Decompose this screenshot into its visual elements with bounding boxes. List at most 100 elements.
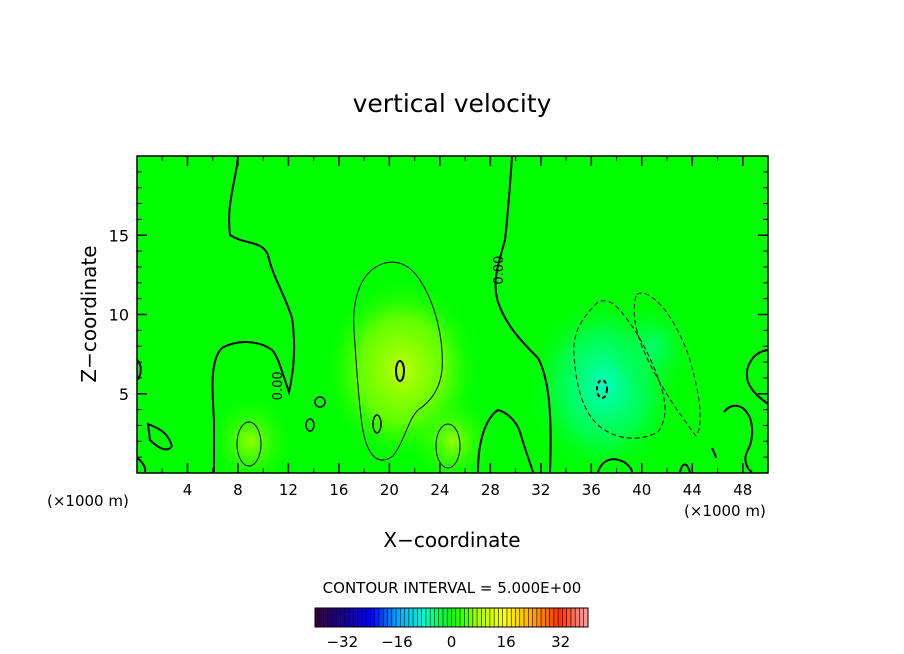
x-tick-label: 8 (233, 481, 243, 499)
colorbar-swatch (374, 608, 380, 627)
colorbar (314, 607, 589, 628)
colorbar-swatch (494, 608, 499, 627)
colorbar-swatch (506, 608, 512, 627)
colorbar-swatch (353, 608, 359, 627)
colorbar-swatch (468, 608, 474, 627)
x-tick-label: 20 (380, 481, 399, 499)
x-tick-label: 28 (481, 481, 500, 499)
colorbar-swatch (332, 608, 337, 627)
y-axis: 5 10 15 (109, 171, 768, 458)
colorbar-swatch (511, 608, 516, 627)
colorbar-swatch (502, 608, 508, 627)
x-tick-label: 16 (329, 481, 348, 499)
colorbar-swatch (519, 608, 525, 627)
x-unit-left: (×1000 m) (47, 492, 129, 510)
x-tick-label: 48 (733, 481, 752, 499)
colorbar-swatch (447, 608, 452, 627)
colorbar-swatch (417, 608, 423, 627)
contour-label: 0.00 (271, 371, 286, 400)
colorbar-swatch (451, 608, 457, 627)
x-tick-label: 4 (183, 481, 193, 499)
colorbar-swatch (340, 608, 346, 627)
colorbar-swatch (532, 608, 538, 627)
colorbar-swatch (434, 608, 440, 627)
y-tick-label: 10 (109, 306, 129, 325)
colorbar-swatch (545, 608, 551, 627)
x-unit-right: (×1000 m) (684, 502, 766, 520)
updraft-region-2 (205, 391, 296, 473)
colorbar-swatch (421, 608, 427, 627)
colorbar-frame (314, 607, 589, 628)
x-axis: 4 8 12 16 20 24 28 32 36 40 44 48 (161, 156, 752, 499)
zero-contour-left (211, 156, 296, 472)
colorbar-swatch (391, 608, 397, 627)
colorbar-swatch (315, 608, 320, 627)
colorbar-swatch (464, 608, 469, 627)
y-tick-label: 15 (109, 226, 129, 245)
colorbar-swatch (404, 608, 410, 627)
updraft-contour-low-2 (435, 423, 461, 469)
colorbar-swatch (485, 608, 491, 627)
updraft-contour (353, 261, 443, 461)
chart-title: vertical velocity (353, 89, 552, 118)
colorbar-swatch (349, 608, 354, 627)
colorbar-swatch (541, 608, 546, 627)
colorbar-swatch (498, 608, 504, 627)
colorbar-swatch (413, 608, 418, 627)
x-tick-label: 12 (279, 481, 298, 499)
colorbar-tick-label: 16 (497, 633, 516, 651)
colorbar-swatch (366, 608, 371, 627)
colorbar-swatch (570, 608, 576, 627)
colorbar-swatch (370, 608, 376, 627)
colorbar-swatch (481, 608, 487, 627)
colorbar-swatch (460, 608, 465, 627)
colorbar-swatch (515, 608, 521, 627)
updraft-contour-low (236, 421, 262, 467)
x-axis-label: X−coordinate (383, 528, 520, 552)
low-contour-2 (477, 408, 534, 473)
colorbar-swatch (553, 608, 559, 627)
plot-area: 0.00 0.00 (136, 155, 769, 474)
colorbar-swatch (383, 608, 388, 627)
low-contour-4 (679, 349, 768, 473)
colorbar-swatch (357, 608, 363, 627)
downdraft-core-contour (596, 379, 608, 399)
x-tick-label: 32 (531, 481, 550, 499)
colorbar-swatch (336, 608, 341, 627)
colorbar-swatch (378, 608, 384, 627)
colorbar-tick-label: −32 (326, 633, 358, 651)
colorbar-swatch (549, 608, 555, 627)
y-tick-label: 5 (119, 385, 129, 404)
colorbar-swatch (361, 608, 367, 627)
downdraft-contour-2 (633, 292, 701, 437)
colorbar-swatch (489, 608, 495, 627)
colorbar-swatch (396, 608, 401, 627)
small-contour-3 (305, 418, 315, 432)
colorbar-swatch (400, 608, 405, 627)
x-tick-label: 24 (430, 481, 449, 499)
colorbar-swatch (472, 608, 478, 627)
updraft-region-3 (407, 391, 498, 473)
colorbar-swatch (408, 608, 414, 627)
colorbar-swatch (442, 608, 448, 627)
zero-contour-right (494, 156, 552, 473)
colorbar-swatch (387, 608, 393, 627)
colorbar-swatch (562, 608, 568, 627)
colorbar-swatch (323, 608, 329, 627)
x-tick-label: 36 (582, 481, 601, 499)
colorbar-tick-label: −16 (381, 633, 413, 651)
contour-interval: CONTOUR INTERVAL = 5.000E+00 (323, 579, 582, 597)
colorbar-swatch (579, 608, 585, 627)
small-contour-1 (395, 360, 405, 382)
colorbar-swatch (528, 608, 533, 627)
colorbar-swatch (566, 608, 572, 627)
colorbar-swatch (438, 608, 444, 627)
colorbar-ticks: −32 −16 0 16 32 (326, 633, 570, 651)
colorbar-swatch (319, 608, 324, 627)
contour-lines (137, 156, 768, 473)
colorbar-swatch (536, 608, 542, 627)
colorbar-swatch (455, 608, 461, 627)
colorbar-tick-label: 0 (447, 633, 457, 651)
colorbar-swatch (430, 608, 435, 627)
